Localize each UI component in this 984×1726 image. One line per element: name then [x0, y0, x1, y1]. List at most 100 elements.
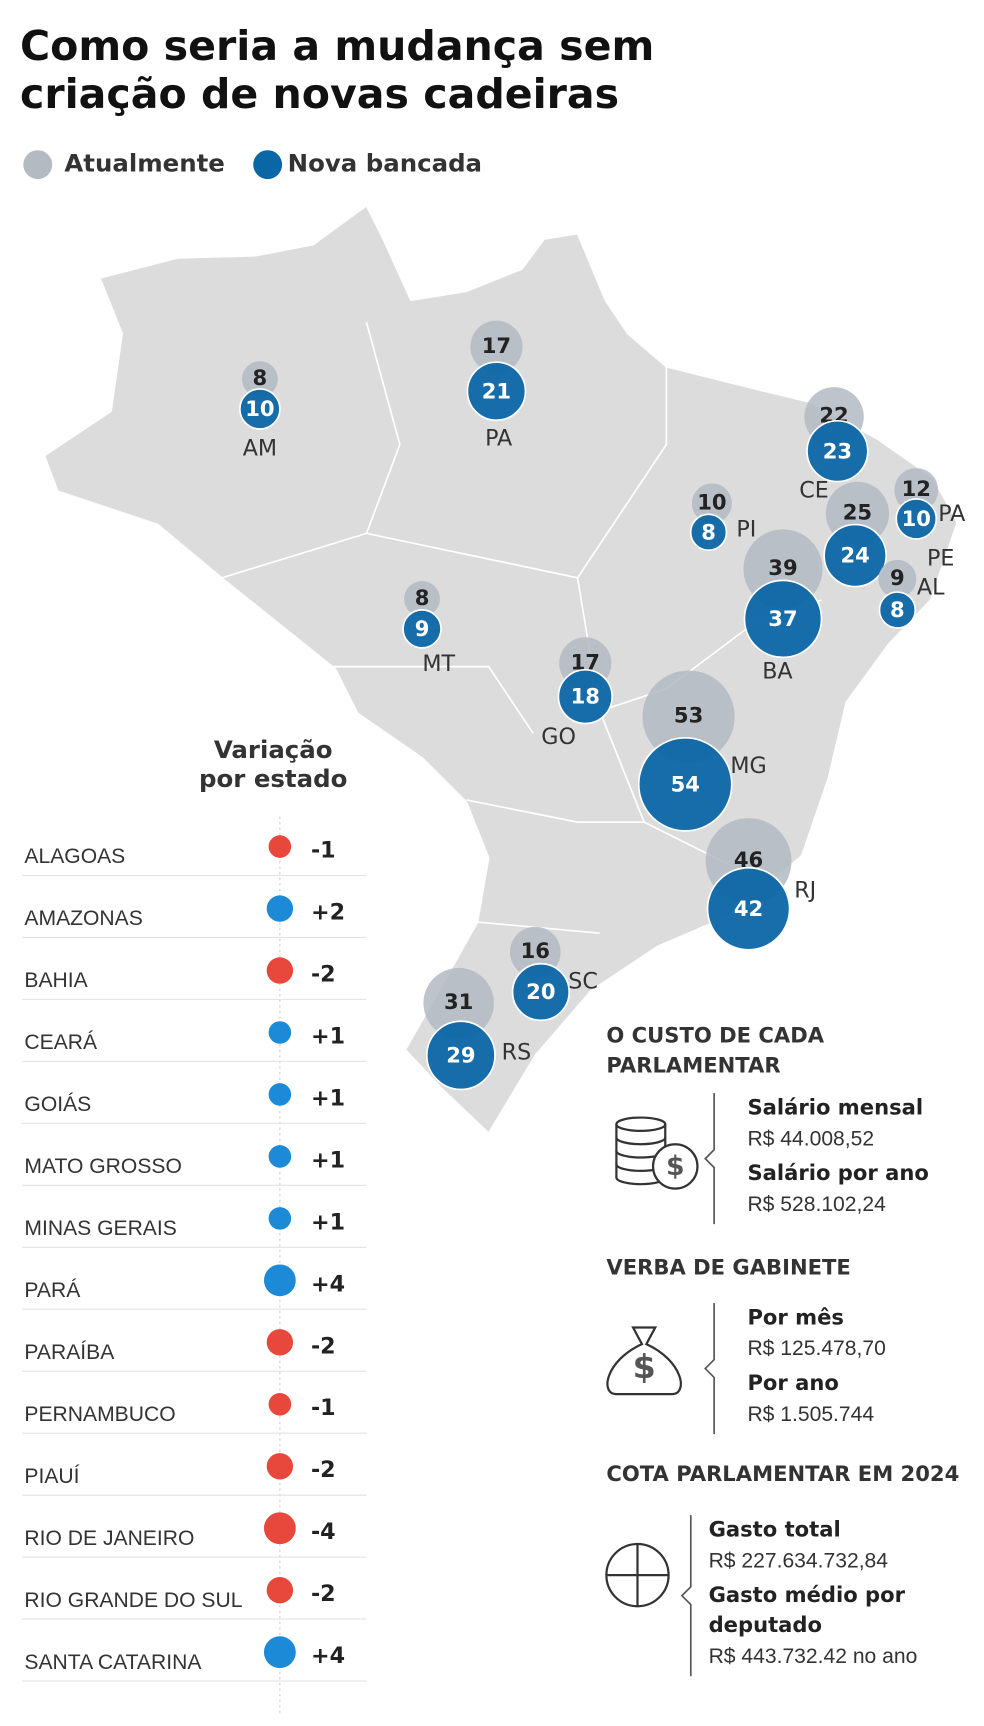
variation-dot [268, 1083, 292, 1106]
item-value: R$ 1.505.744 [747, 1403, 874, 1426]
state-name: CEARÁ [24, 1031, 98, 1054]
title: criação de novas cadeiras [20, 70, 619, 118]
item-label: Gasto médio por [709, 1582, 906, 1607]
bubble-new [511, 962, 571, 1022]
state-label: CE [799, 478, 829, 504]
bubble-current [642, 670, 735, 763]
bubble-new [823, 523, 888, 588]
variation-dot [263, 1636, 296, 1669]
bubble-new-label: 8 [701, 519, 716, 544]
state-label: MG [730, 753, 766, 779]
state-name: SANTA CATARINA [24, 1651, 202, 1674]
bubble-new [689, 513, 728, 551]
variation-dot [266, 895, 294, 922]
item-value: R$ 528.102,24 [747, 1193, 886, 1216]
variation-value: +4 [311, 1643, 345, 1669]
section-title: O CUSTO DE CADA [606, 1022, 824, 1047]
bubble-current [241, 361, 278, 397]
bubble-current-label: 12 [902, 476, 931, 501]
item-value: R$ 227.634.732,84 [709, 1549, 889, 1572]
section-title: PARLAMENTAR [606, 1052, 780, 1077]
bubble-new-label: 8 [890, 597, 905, 622]
bubble-current [691, 483, 732, 524]
state-label: MT [422, 651, 455, 677]
icon-money-bag: $ [606, 1326, 682, 1396]
bubble-current-label: 8 [253, 365, 268, 390]
title: Como seria a mudança sem [20, 22, 654, 70]
item-label: Gasto total [709, 1517, 841, 1542]
item-value: R$ 443.732.42 no ano [709, 1645, 918, 1668]
variation-value: -2 [311, 961, 336, 987]
bubble-new [557, 668, 613, 725]
variation-value: -2 [311, 1457, 336, 1483]
item-value: R$ 125.478,70 [747, 1337, 885, 1360]
item-value: R$ 44.008,52 [747, 1127, 874, 1150]
state-label: RS [502, 1040, 532, 1066]
svg-text:$: $ [633, 1347, 656, 1386]
variation-value: +1 [311, 1147, 345, 1173]
state-label: BA [762, 659, 792, 685]
state-label: AL [917, 574, 945, 600]
variation-dot [266, 1577, 294, 1604]
section-title: COTA PARLAMENTAR EM 2024 [606, 1461, 959, 1486]
variation-dot [266, 1453, 294, 1480]
bubble-new-label: 29 [446, 1042, 475, 1067]
variation-dot [268, 1207, 292, 1230]
state-name: PERNAMBUCO [24, 1403, 175, 1426]
bubble-current-label: 17 [482, 333, 511, 358]
bubble-new [878, 591, 917, 629]
variation-value: -1 [311, 838, 336, 864]
variation-dot [263, 1264, 296, 1297]
variation-dot [266, 957, 294, 984]
variation-dot [268, 1145, 292, 1168]
bubble-new [239, 388, 281, 430]
state-label: PI [736, 517, 756, 543]
bubble-new [637, 737, 733, 832]
bubble-new-label: 10 [902, 506, 931, 531]
state-name: BAHIA [24, 969, 88, 992]
bubble-current [894, 468, 939, 512]
variation-value: +1 [311, 1085, 345, 1111]
bubble-new-label: 37 [768, 606, 797, 631]
state-name: MINAS GERAIS [24, 1217, 176, 1240]
state-label: PA [485, 425, 512, 451]
variation-value: +2 [311, 899, 345, 925]
bubble-new-label: 54 [671, 771, 700, 796]
variation-value: -2 [311, 1333, 336, 1359]
bubble-current-label: 10 [697, 489, 726, 514]
legend-label: Atualmente [64, 149, 224, 178]
state-name: PARAÍBA [24, 1341, 115, 1364]
item-label: Por mês [747, 1305, 844, 1330]
bubble-current-label: 25 [843, 499, 872, 524]
bubble-current-label: 8 [415, 585, 430, 610]
bracket [704, 1303, 715, 1435]
bubble-current [423, 967, 494, 1039]
bracket [680, 1515, 692, 1677]
bubble-new-label: 10 [245, 396, 274, 421]
variation-value: -4 [311, 1519, 336, 1545]
state-name: PIAUÍ [24, 1465, 79, 1488]
variation-value: -2 [311, 1581, 336, 1607]
bubble-current-label: 39 [768, 555, 797, 580]
variation-dot [268, 1021, 292, 1044]
bubble-new-label: 42 [734, 896, 763, 921]
state-name: RIO GRANDE DO SUL [24, 1589, 242, 1612]
icon-coins: $ [615, 1116, 699, 1190]
bubble-current [470, 320, 523, 373]
bubble-new-label: 24 [840, 543, 869, 568]
variation-dot [268, 1393, 292, 1416]
variation-dot [266, 1329, 294, 1356]
legend-swatch [253, 150, 283, 180]
variation-value: +4 [311, 1271, 345, 1297]
icon-pie [605, 1542, 670, 1608]
bubble-new [895, 498, 938, 540]
bubble-new-label: 20 [526, 979, 555, 1004]
legend-label: Nova bancada [288, 149, 482, 178]
variation-value: +1 [311, 1023, 345, 1049]
bracket [704, 1093, 715, 1225]
bubble-new [706, 866, 791, 951]
svg-text:$: $ [666, 1151, 685, 1182]
legend-swatch [23, 150, 53, 180]
